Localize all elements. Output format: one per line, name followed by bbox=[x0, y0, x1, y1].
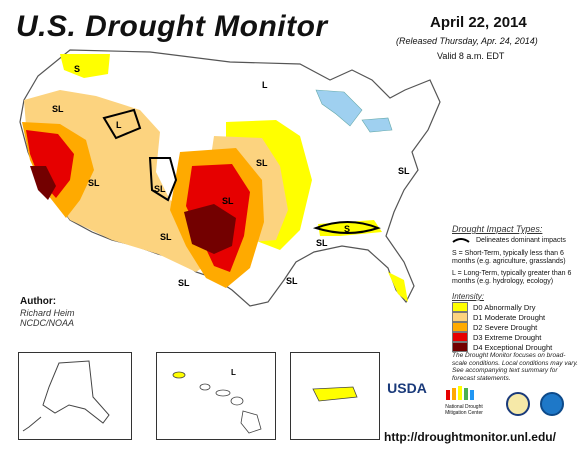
impact-legend-title: Drought Impact Types: bbox=[452, 224, 543, 234]
intensity-legend-title: Intensity: bbox=[452, 292, 485, 301]
label-l-hawaii: L bbox=[231, 368, 236, 377]
hawaii-inset: L bbox=[156, 352, 276, 440]
label-l-idaho: L bbox=[116, 120, 122, 130]
impact-line-icon bbox=[452, 238, 470, 243]
label-sl-nevada: SL bbox=[88, 178, 100, 188]
label-s-tennessee: S bbox=[344, 224, 350, 234]
label-l-montana: L bbox=[262, 80, 268, 90]
release-note: (Released Thursday, Apr. 24, 2014) bbox=[396, 36, 538, 46]
legend-label-d4: D4 Exceptional Drought bbox=[473, 342, 553, 352]
legend-item-d3: D3 Extreme Drought bbox=[452, 332, 541, 342]
legend-item-d1: D1 Moderate Drought bbox=[452, 312, 545, 322]
legend-swatch-d4 bbox=[452, 342, 468, 352]
legend-label-d1: D1 Moderate Drought bbox=[473, 312, 546, 322]
legend-item-d4: D4 Exceptional Drought bbox=[452, 342, 552, 352]
hawaii-map: L bbox=[172, 368, 262, 434]
impact-line-idaho bbox=[102, 108, 142, 140]
label-sl-texas: SL bbox=[178, 278, 190, 288]
author-name: Richard Heim bbox=[20, 308, 75, 318]
impact-line-label: Delineates dominant impacts bbox=[476, 236, 566, 244]
impact-line-legend: Delineates dominant impacts bbox=[452, 236, 582, 244]
map-title: U.S. Drought Monitor bbox=[16, 10, 328, 43]
label-sl-oklahoma: SL bbox=[222, 196, 234, 206]
impact-line-colorado bbox=[148, 157, 178, 202]
legend-swatch-d1 bbox=[452, 312, 468, 322]
label-sl-south: SL bbox=[316, 238, 328, 248]
ndmc-logo-icon bbox=[446, 386, 474, 400]
label-sl-oregon: SL bbox=[52, 104, 64, 114]
d0-region-northwest bbox=[60, 54, 110, 78]
usda-logo-text: USDA bbox=[387, 380, 427, 396]
legend-item-d2: D2 Severe Drought bbox=[452, 322, 537, 332]
label-sl-northeast: SL bbox=[398, 166, 410, 176]
label-sl-colorado: SL bbox=[154, 184, 166, 194]
great-lakes-east bbox=[361, 117, 393, 133]
author-org: NCDC/NOAA bbox=[20, 318, 75, 328]
legend-swatch-d0 bbox=[452, 302, 468, 312]
d4-region-southern-plains bbox=[184, 204, 236, 254]
impact-line-southeast bbox=[312, 221, 381, 234]
map-date: April 22, 2014 bbox=[430, 14, 527, 31]
ndmc-logo: National Drought Mitigation Center bbox=[434, 384, 494, 416]
d3-region-california bbox=[26, 130, 74, 198]
puerto-rico-map bbox=[312, 386, 358, 402]
valid-time: Valid 8 a.m. EDT bbox=[437, 51, 505, 61]
label-s-northwest: S bbox=[74, 64, 80, 74]
drought-monitor-note: The Drought Monitor focuses on broad-sca… bbox=[452, 352, 578, 382]
d4-region-california bbox=[30, 166, 56, 200]
website-url[interactable]: http://droughtmonitor.unl.edu/ bbox=[384, 430, 556, 444]
label-sl-kansas: SL bbox=[256, 158, 268, 168]
d0-region-florida bbox=[388, 272, 408, 302]
impact-short-term: S = Short-Term, typically less than 6 mo… bbox=[452, 250, 566, 265]
ndmc-logo-text: National Drought Mitigation Center bbox=[445, 404, 483, 416]
legend-swatch-d3 bbox=[452, 332, 468, 342]
legend-label-d3: D3 Extreme Drought bbox=[473, 332, 542, 342]
impact-long-term: L = Long-Term, typically greater than 6 … bbox=[452, 270, 572, 285]
drought-map: S SL L L SL SL SL SL SL SL SL SL S SL bbox=[19, 49, 441, 307]
noaa-logo-icon bbox=[540, 392, 564, 416]
alaska-inset bbox=[18, 352, 132, 440]
great-lakes bbox=[315, 89, 363, 127]
author-heading: Author: bbox=[20, 296, 57, 307]
label-sl-louisiana: SL bbox=[286, 276, 298, 286]
usda-logo: USDA bbox=[387, 380, 427, 396]
legend-item-d0: D0 Abnormally Dry bbox=[452, 302, 536, 312]
legend-label-d2: D2 Severe Drought bbox=[473, 322, 538, 332]
puerto-rico-inset bbox=[290, 352, 380, 440]
legend-label-d0: D0 Abnormally Dry bbox=[473, 302, 536, 312]
legend-swatch-d2 bbox=[452, 322, 468, 332]
doc-seal-icon bbox=[506, 392, 530, 416]
alaska-map bbox=[22, 360, 110, 432]
label-sl-southwest: SL bbox=[160, 232, 172, 242]
